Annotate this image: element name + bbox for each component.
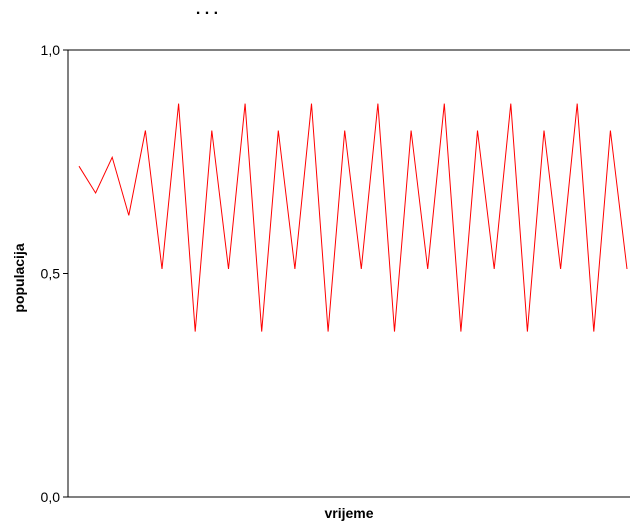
x-axis-title: vrijeme	[324, 505, 373, 521]
y-axis-title: populacija	[11, 243, 27, 312]
series-line-0	[78, 103, 628, 332]
y-tick-label: 0,5	[41, 266, 61, 282]
y-tick-label: 1,0	[41, 42, 61, 58]
y-tick-label: 0,0	[41, 489, 61, 505]
chart-title: . . .	[196, 1, 218, 18]
